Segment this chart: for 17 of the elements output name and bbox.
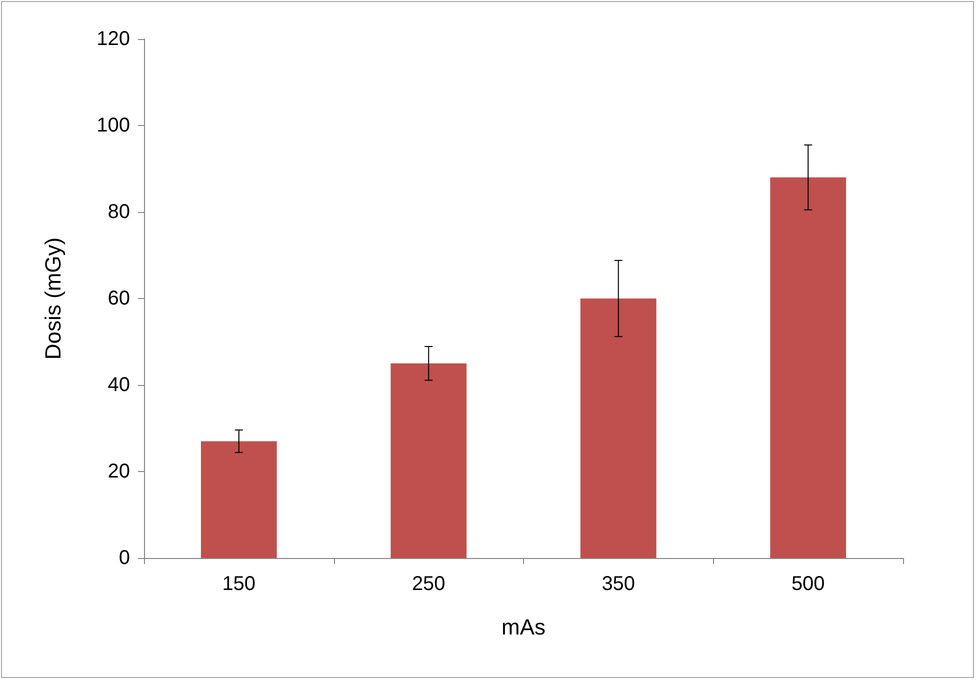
y-tick-label: 20 — [108, 460, 130, 482]
x-tick-label: 350 — [602, 573, 636, 595]
y-tick-label: 120 — [96, 28, 130, 50]
bar — [390, 363, 467, 558]
bar — [770, 177, 846, 558]
bar — [200, 441, 277, 558]
y-tick-label: 40 — [108, 374, 130, 396]
bar — [580, 298, 656, 558]
y-tick-label: 60 — [108, 288, 130, 310]
x-axis-title: mAs — [502, 614, 546, 640]
y-axis-title: Dosis (mGy) — [40, 237, 66, 360]
x-tick-label: 150 — [222, 573, 256, 595]
y-tick-label: 0 — [118, 547, 130, 569]
y-tick-label: 100 — [96, 114, 130, 136]
x-tick-label: 250 — [412, 573, 446, 595]
y-tick-label: 80 — [108, 201, 130, 223]
x-tick-label: 500 — [791, 573, 825, 595]
